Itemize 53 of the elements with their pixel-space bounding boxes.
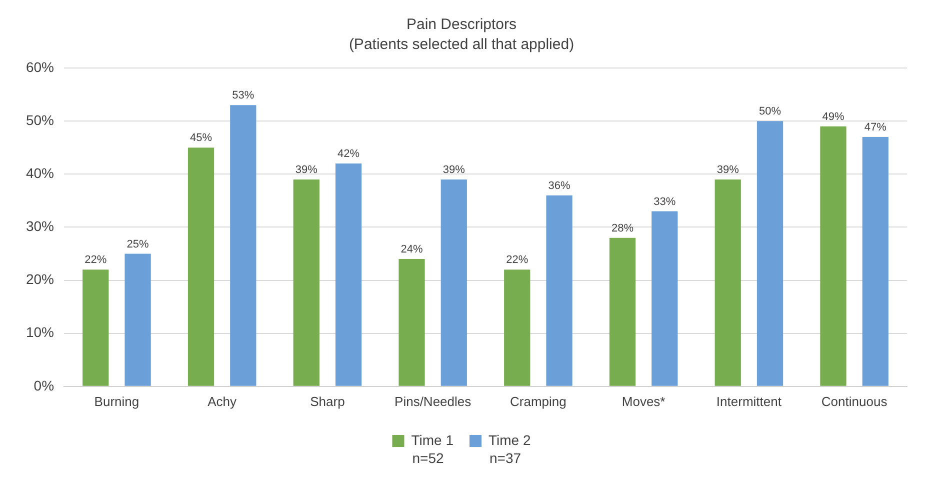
bar	[230, 105, 256, 386]
y-tick-label: 50%	[26, 112, 54, 128]
data-label: 50%	[759, 106, 782, 118]
data-label: 49%	[822, 110, 844, 123]
bar	[546, 195, 572, 386]
bar	[335, 164, 362, 386]
x-tick-label: Pins/Needles	[394, 394, 472, 409]
bar	[440, 179, 467, 386]
x-tick-label: Achy	[208, 394, 238, 409]
data-label: 25%	[126, 238, 149, 250]
y-tick-label: 20%	[26, 271, 54, 288]
bar	[188, 148, 214, 386]
bar	[862, 136, 888, 386]
data-label: 47%	[864, 122, 887, 134]
data-label: 22%	[506, 254, 528, 266]
chart-title: Pain Descriptors	[406, 16, 517, 34]
data-label: 33%	[654, 196, 676, 208]
bar	[398, 259, 425, 386]
bar	[124, 254, 151, 386]
bar	[504, 270, 530, 386]
data-label: 45%	[190, 132, 212, 144]
data-label: 39%	[295, 164, 318, 176]
x-tick-label: Burning	[94, 394, 140, 409]
bar	[82, 270, 109, 386]
x-tick-label: Intermittent	[716, 394, 782, 409]
bar	[820, 126, 846, 386]
chart-subtitle: (Patients selected all that applied)	[348, 36, 574, 54]
y-tick-label: 30%	[26, 218, 54, 234]
data-label: 24%	[400, 244, 423, 256]
data-label: 22%	[84, 254, 107, 266]
x-tick-label: Sharp	[310, 394, 345, 409]
text: n=52	[412, 450, 444, 466]
data-label: 36%	[548, 180, 570, 192]
x-tick-label: Continuous	[821, 394, 888, 409]
data-label: 39%	[716, 164, 740, 176]
y-tick-label: 10%	[26, 324, 54, 340]
bar	[652, 211, 678, 386]
y-tick-label: 60%	[26, 58, 54, 75]
bar	[756, 121, 784, 386]
y-tick-label: 40%	[26, 164, 54, 181]
data-label: 39%	[442, 164, 466, 176]
text: n=37	[490, 450, 522, 466]
data-label: 28%	[611, 222, 634, 234]
bar	[609, 238, 636, 386]
legend-label: Time 2	[488, 432, 531, 448]
x-tick-label: Cramping	[510, 394, 566, 409]
bar	[714, 179, 741, 386]
data-label: 42%	[338, 148, 360, 160]
data-label: 53%	[232, 90, 254, 102]
legend-label: Time 1	[411, 432, 454, 448]
x-tick-label: Moves*	[622, 394, 666, 409]
bar	[293, 179, 320, 386]
y-tick-label: 0%	[34, 377, 54, 394]
